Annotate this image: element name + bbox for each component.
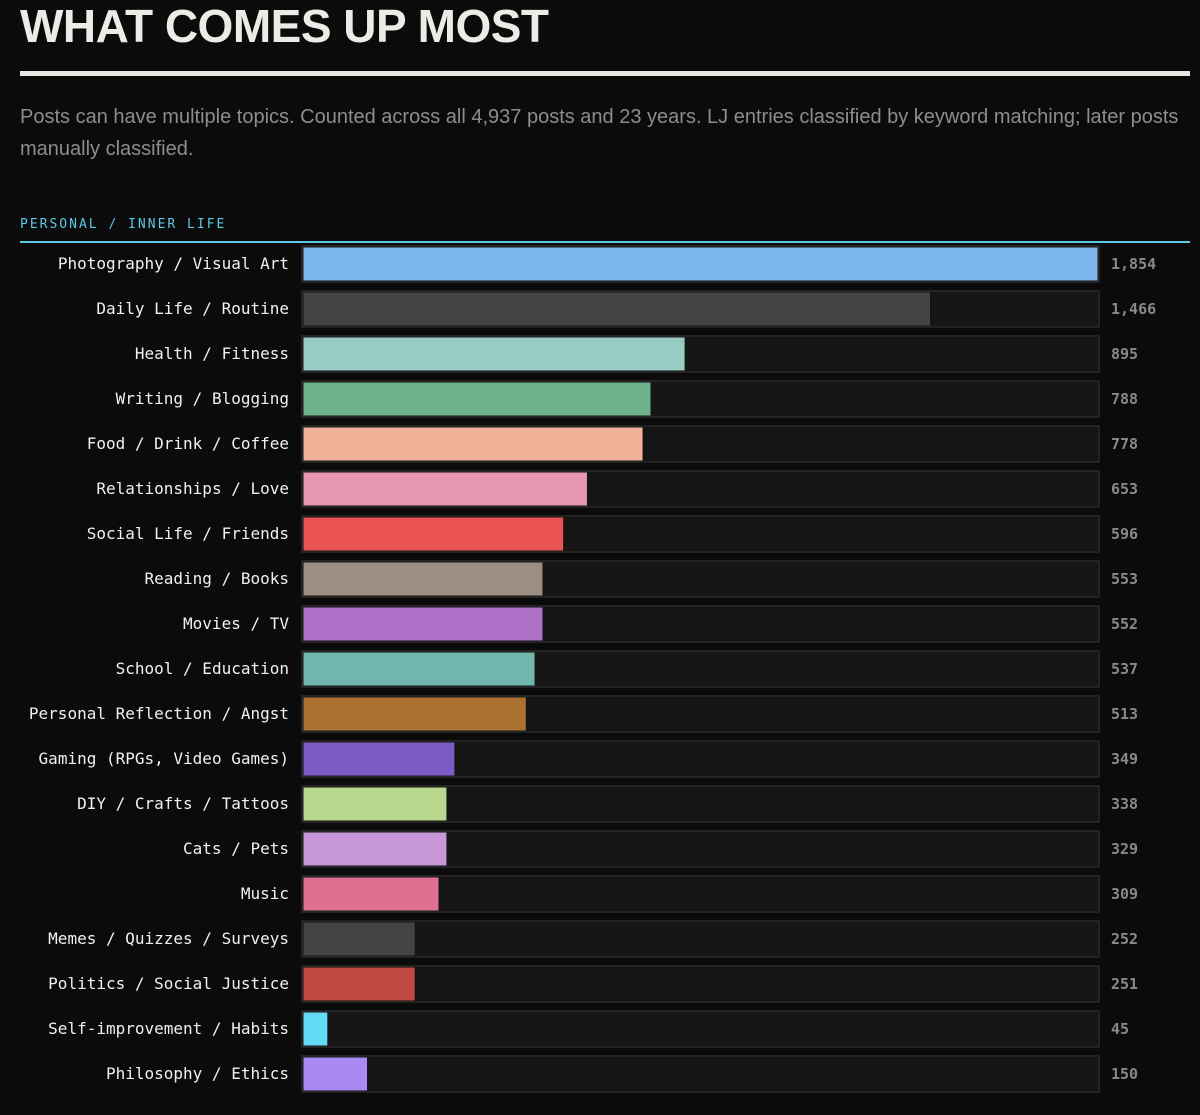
value-label: 552 — [1111, 615, 1138, 633]
value-label: 778 — [1111, 435, 1138, 453]
bar-row: Health / Fitness 895 — [135, 335, 1138, 373]
bar — [303, 697, 526, 731]
category-label: Photography / Visual Art — [58, 254, 289, 273]
page-subtitle: Posts can have multiple topics. Counted … — [20, 106, 1179, 160]
bar-row: Gaming (RPGs, Video Games) 349 — [39, 740, 1138, 778]
value-label: 788 — [1111, 390, 1138, 408]
value-label: 150 — [1111, 1065, 1138, 1083]
value-label: 329 — [1111, 840, 1138, 858]
bar-row: Memes / Quizzes / Surveys 252 — [48, 920, 1138, 958]
value-label: 45 — [1111, 1020, 1129, 1038]
value-label: 349 — [1111, 750, 1138, 768]
value-label: 653 — [1111, 480, 1138, 498]
value-label: 553 — [1111, 570, 1138, 588]
bar-row: Movies / TV 552 — [183, 605, 1138, 643]
bar — [303, 1057, 368, 1091]
category-label: Philosophy / Ethics — [106, 1064, 289, 1083]
bar — [303, 877, 439, 911]
bar-row: Food / Drink / Coffee 778 — [87, 425, 1138, 463]
bar — [303, 922, 415, 956]
value-label: 596 — [1111, 525, 1138, 543]
category-label: Relationships / Love — [96, 479, 289, 498]
category-label: Gaming (RPGs, Video Games) — [39, 749, 289, 768]
value-label: 251 — [1111, 975, 1138, 993]
bar-track — [301, 920, 1100, 958]
bar-row: Politics / Social Justice 251 — [48, 965, 1138, 1003]
value-label: 513 — [1111, 705, 1138, 723]
category-label: Memes / Quizzes / Surveys — [48, 929, 289, 948]
bar-row: Photography / Visual Art 1,854 — [58, 245, 1156, 283]
category-label: Daily Life / Routine — [96, 299, 289, 318]
bar — [303, 967, 415, 1001]
bar — [303, 562, 543, 596]
page-title: WHAT COMES UP MOST — [20, 0, 549, 52]
section-divider — [20, 241, 1190, 243]
bar — [303, 517, 564, 551]
category-label: Movies / TV — [183, 614, 289, 633]
bar-row: Daily Life / Routine 1,466 — [96, 290, 1156, 328]
bar-row: DIY / Crafts / Tattoos 338 — [77, 785, 1138, 823]
category-label: DIY / Crafts / Tattoos — [77, 794, 289, 813]
title-divider — [20, 71, 1190, 76]
bar — [303, 382, 651, 416]
bar-row: Cats / Pets 329 — [183, 830, 1138, 868]
bar — [303, 832, 447, 866]
bar-row: Music 309 — [241, 875, 1138, 913]
value-label: 537 — [1111, 660, 1138, 678]
bar — [303, 787, 447, 821]
bar — [303, 742, 455, 776]
bar-row: Philosophy / Ethics 150 — [106, 1055, 1138, 1093]
bar — [303, 652, 535, 686]
bar-row: Reading / Books 553 — [145, 560, 1138, 598]
category-label: Cats / Pets — [183, 839, 289, 858]
bar — [303, 292, 930, 326]
value-label: 895 — [1111, 345, 1138, 363]
bar-track — [301, 965, 1100, 1003]
value-label: 1,466 — [1111, 300, 1156, 318]
bar — [303, 337, 685, 371]
bar-row: School / Education 537 — [116, 650, 1138, 688]
bar-row: Writing / Blogging 788 — [116, 380, 1138, 418]
bar — [303, 607, 543, 641]
value-label: 1,854 — [1111, 255, 1156, 273]
category-label: Personal Reflection / Angst — [29, 704, 289, 723]
category-label: Social Life / Friends — [87, 524, 289, 543]
bar-track — [301, 1010, 1100, 1048]
bar — [303, 427, 643, 461]
category-label: Reading / Books — [145, 569, 290, 588]
value-label: 252 — [1111, 930, 1138, 948]
category-label: Self-improvement / Habits — [48, 1019, 289, 1038]
category-label: Writing / Blogging — [116, 389, 289, 408]
value-label: 309 — [1111, 885, 1138, 903]
category-label: Health / Fitness — [135, 344, 289, 363]
bar-row: Personal Reflection / Angst 513 — [29, 695, 1138, 733]
bar — [303, 247, 1098, 281]
category-label: School / Education — [116, 659, 289, 678]
bar-row: Social Life / Friends 596 — [87, 515, 1138, 553]
bar-track — [301, 1055, 1100, 1093]
bar-row: Relationships / Love 653 — [96, 470, 1138, 508]
category-label: Music — [241, 884, 289, 903]
category-label: Politics / Social Justice — [48, 974, 289, 993]
category-label: Food / Drink / Coffee — [87, 434, 289, 453]
value-label: 338 — [1111, 795, 1138, 813]
bar — [303, 472, 587, 506]
bar-row: Self-improvement / Habits 45 — [48, 1010, 1129, 1048]
bar — [303, 1012, 328, 1046]
section-label: PERSONAL / INNER LIFE — [20, 217, 227, 232]
